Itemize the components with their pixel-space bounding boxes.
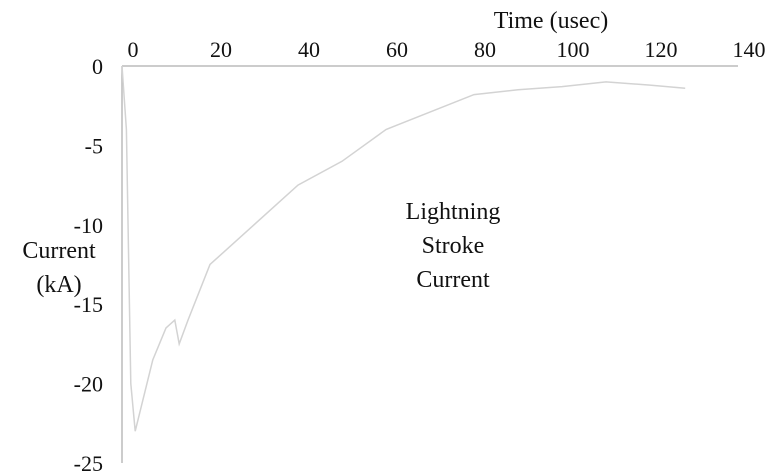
y-tick-label: 0 — [92, 54, 103, 79]
x-tick-label: 0 — [128, 37, 139, 62]
y-tick-label: -5 — [85, 133, 103, 158]
x-tick-labels: 0 20 40 60 80 100 120 140 — [128, 37, 766, 62]
annotation-line: Stroke — [422, 233, 485, 259]
y-tick-label: -25 — [74, 451, 103, 471]
y-tick-label: -10 — [74, 213, 103, 238]
x-tick-label: 140 — [733, 37, 766, 62]
y-axis-title: Current (kA) — [22, 238, 96, 298]
annotation-line: Current — [416, 267, 490, 293]
x-tick-label: 100 — [557, 37, 590, 62]
y-tick-label: -15 — [74, 292, 103, 317]
annotation-line: Lightning — [406, 199, 501, 225]
chart-annotation: Lightning Stroke Current — [406, 199, 501, 293]
y-axis-title-line: (kA) — [36, 272, 81, 298]
x-tick-label: 120 — [645, 37, 678, 62]
x-tick-label: 40 — [298, 37, 320, 62]
y-axis-title-line: Current — [22, 238, 96, 264]
x-tick-label: 20 — [210, 37, 232, 62]
axes — [121, 65, 738, 463]
y-tick-labels: 0 -5 -10 -15 -20 -25 — [74, 54, 103, 471]
x-tick-label: 80 — [474, 37, 496, 62]
series-line — [121, 65, 686, 432]
x-axis-title: Time (usec) — [494, 8, 608, 34]
y-tick-label: -20 — [74, 372, 103, 397]
x-tick-label: 60 — [386, 37, 408, 62]
